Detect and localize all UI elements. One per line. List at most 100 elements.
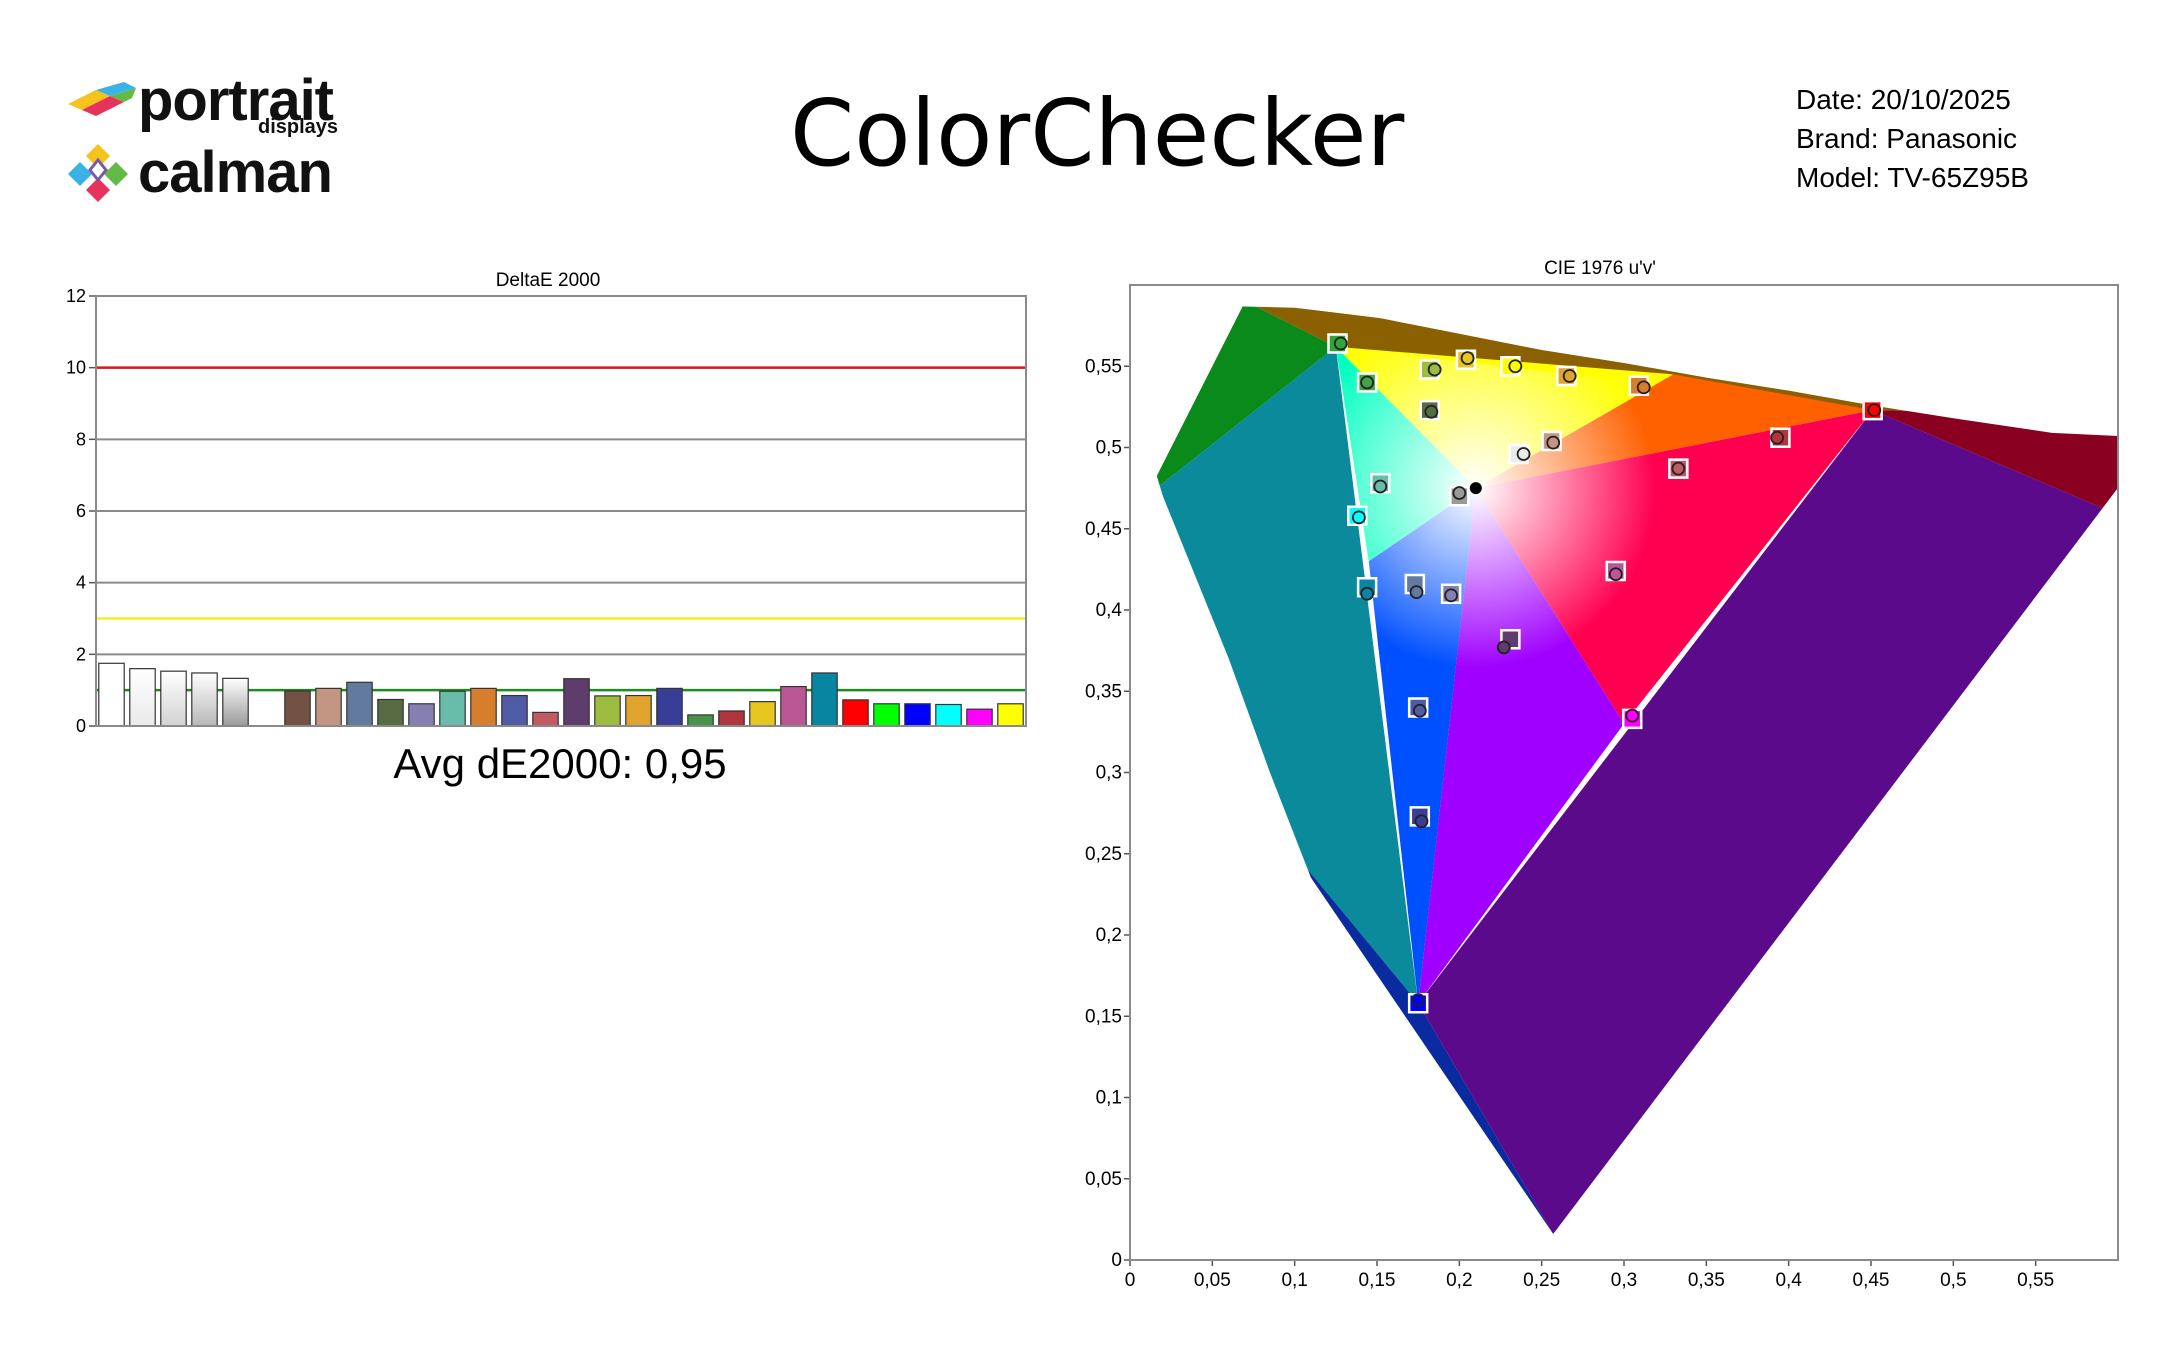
measured-marker	[1424, 404, 1439, 419]
date-line: Date: 20/10/2025	[1796, 84, 2011, 115]
measured-marker	[1625, 708, 1640, 723]
measured-marker	[1444, 588, 1459, 603]
y-tick-label: 0	[76, 716, 86, 736]
deltae-bar	[377, 698, 404, 727]
measured-marker	[1508, 359, 1523, 374]
x-tick-label: 0,55	[2017, 1270, 2054, 1291]
x-tick-label: 0	[1125, 1270, 1136, 1291]
y-tick-label: 0,5	[1096, 438, 1122, 459]
measured-marker	[1770, 430, 1785, 445]
measured-marker	[1608, 567, 1623, 582]
deltae-bar	[873, 703, 900, 727]
deltae-bar	[98, 662, 125, 727]
portrait-displays-logo: portrait	[66, 68, 334, 133]
portrait-mark-icon	[68, 82, 136, 116]
y-tick-label: 12	[66, 286, 86, 306]
y-tick-label: 0,05	[1085, 1169, 1122, 1190]
white-point-marker	[1469, 482, 1482, 495]
measured-marker	[1452, 486, 1467, 500]
deltae-bar	[811, 672, 838, 727]
y-tick-label: 0	[1111, 1250, 1122, 1271]
measured-marker	[1351, 510, 1366, 525]
measured-marker	[1867, 403, 1882, 418]
purple-region	[1418, 410, 2118, 1234]
x-tick-label: 0,35	[1688, 1270, 1725, 1291]
deltae-bar	[780, 685, 807, 727]
deltae-bar	[284, 690, 311, 727]
measured-marker	[1671, 461, 1686, 476]
deltae-bar	[129, 668, 156, 727]
page-title: ColorChecker	[790, 80, 1405, 187]
plot-frame	[95, 295, 1027, 727]
deltae-bar	[718, 710, 745, 727]
measured-marker	[1333, 336, 1348, 351]
calman-wordmark: calman	[138, 140, 333, 205]
measured-marker	[1427, 362, 1442, 377]
portrait-wordmark: portrait	[138, 68, 334, 133]
x-tick-label: 0,45	[1853, 1270, 1890, 1291]
portrait-calman-logo: portrait displays calman	[66, 66, 386, 216]
x-tick-label: 0,5	[1940, 1270, 1966, 1291]
measured-marker	[1414, 814, 1429, 829]
brand-line: Brand: Panasonic	[1796, 123, 2018, 154]
measured-marker	[1409, 585, 1424, 600]
deltae-bar	[470, 687, 497, 727]
deltae-bar	[315, 687, 342, 727]
deltae-bar	[222, 677, 249, 727]
y-tick-label: 0,35	[1085, 681, 1122, 702]
displays-wordmark: displays	[258, 116, 339, 138]
deltae-bar	[408, 703, 435, 727]
y-tick-label: 0,45	[1085, 519, 1122, 540]
deltae-bar	[439, 690, 466, 727]
deltae-bar	[935, 703, 962, 727]
y-tick-label: 0,55	[1085, 356, 1122, 377]
x-tick-label: 0,15	[1359, 1270, 1396, 1291]
gamut-white-glow	[1335, 346, 1873, 1004]
x-tick-label: 0,1	[1281, 1270, 1307, 1291]
avg-de2000-label: Avg dE2000: 0,95	[393, 740, 727, 787]
y-tick-label: 0,1	[1096, 1088, 1122, 1109]
measured-marker	[1373, 479, 1388, 494]
deltae-bar	[966, 708, 993, 727]
y-tick-label: 0,4	[1096, 600, 1123, 621]
report-meta: Date: 20/10/2025 Brand: Panasonic Model:…	[1796, 80, 2029, 197]
deltae-bar	[625, 694, 652, 727]
deltae-bar	[656, 687, 683, 727]
deltae-bar	[346, 681, 373, 727]
cie-horseshoe	[1130, 285, 2118, 1260]
calman-mark-icon	[68, 144, 128, 202]
measured-marker	[1412, 703, 1427, 718]
deltae-bar	[749, 701, 776, 727]
x-tick-label: 0,4	[1775, 1270, 1802, 1291]
deltae-bar	[904, 703, 931, 727]
y-tick-label: 0,15	[1085, 1006, 1122, 1027]
measured-marker	[1460, 351, 1475, 366]
y-tick-label: 4	[76, 573, 86, 593]
y-tick-label: 0,2	[1096, 925, 1122, 946]
y-tick-label: 2	[76, 644, 86, 664]
measured-marker	[1411, 993, 1426, 1007]
y-tick-label: 10	[66, 358, 86, 378]
deltae-bar	[594, 695, 621, 727]
cie-chart-title: CIE 1976 u'v'	[1544, 258, 1656, 279]
measured-marker	[1562, 369, 1577, 383]
deltae-bar	[501, 694, 528, 727]
x-tick-label: 0,05	[1194, 1270, 1231, 1291]
measured-marker	[1636, 380, 1651, 395]
plot-frame	[1129, 284, 2119, 1261]
green-region	[1146, 301, 1336, 497]
measured-marker	[1360, 586, 1375, 601]
deltae-bar	[997, 703, 1024, 727]
y-tick-label: 8	[76, 429, 86, 449]
y-tick-label: 0,3	[1096, 763, 1122, 784]
deltae-bar	[532, 711, 559, 727]
x-tick-label: 0,2	[1446, 1270, 1472, 1291]
deltae-bar	[687, 714, 714, 727]
deltae-bar	[563, 678, 590, 727]
deltae-bar	[191, 672, 218, 727]
deltae-bar	[160, 670, 187, 727]
measured-marker	[1516, 447, 1531, 461]
model-line: Model: TV-65Z95B	[1796, 162, 2029, 193]
cie-chart: 0 0,05 0,1 0,15 0,2 0,25 0,3 0,35 0,4 0,45 0,5 0,55…	[1085, 284, 2119, 1291]
deltae-chart: 0 2 4 6 8 10 12	[66, 286, 1027, 736]
